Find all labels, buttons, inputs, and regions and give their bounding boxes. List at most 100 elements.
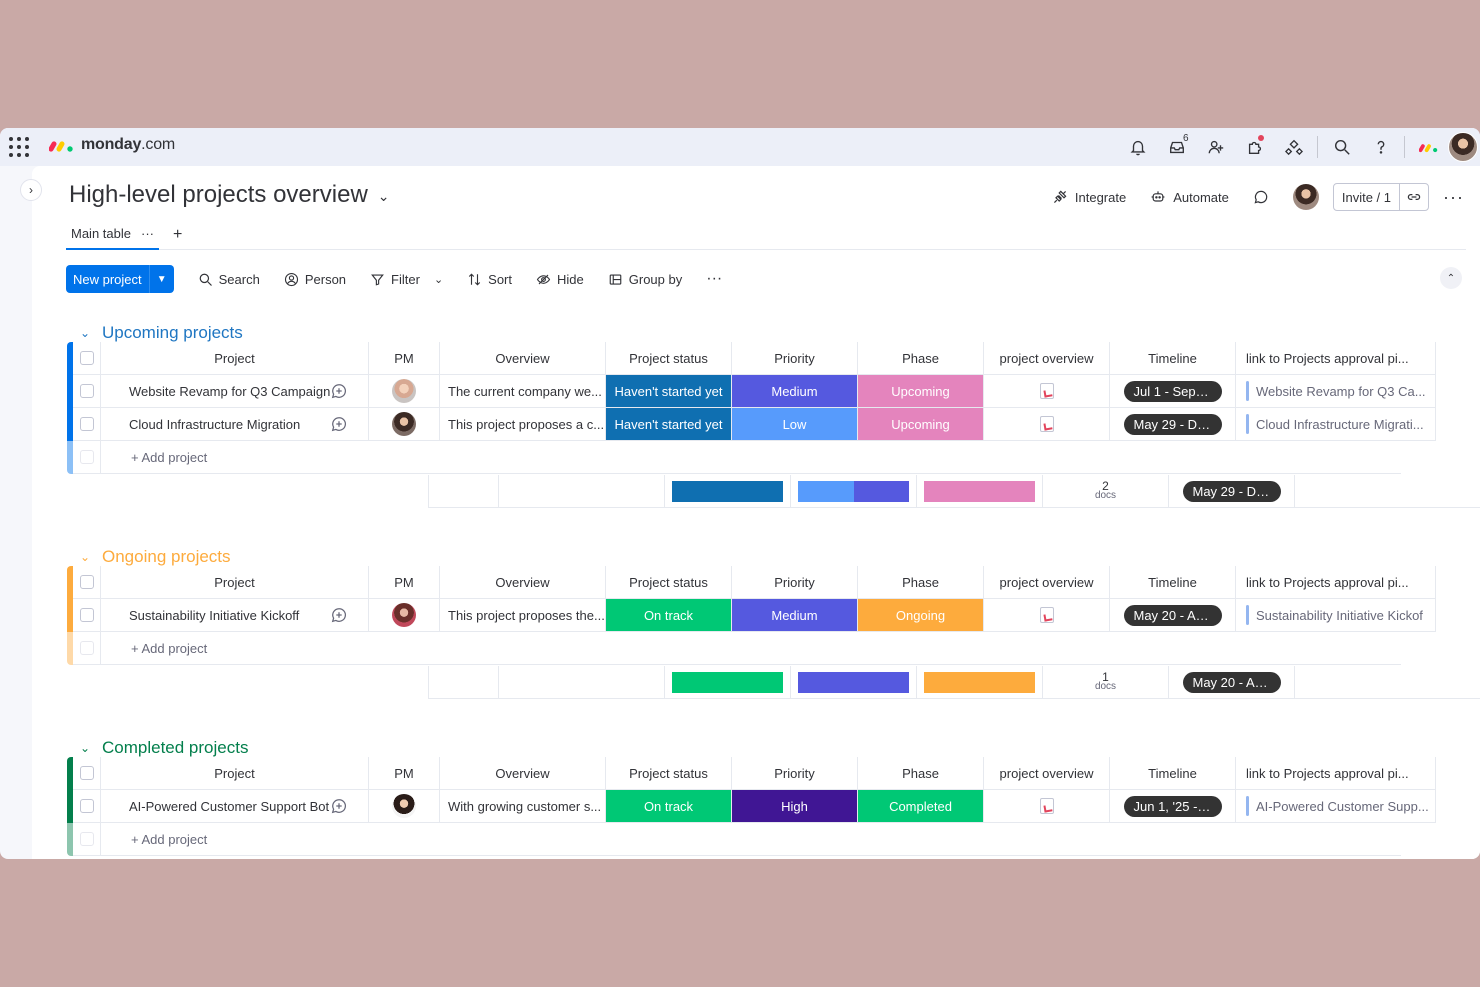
board-member-avatar[interactable] xyxy=(1292,184,1319,210)
doc-cell[interactable] xyxy=(984,408,1110,441)
group-title[interactable]: Upcoming projects xyxy=(102,323,243,342)
link-cell[interactable]: AI-Powered Customer Supp... xyxy=(1236,790,1436,823)
column-header-link[interactable]: link to Projects approval pi... xyxy=(1236,757,1436,790)
summary-priority[interactable] xyxy=(791,666,917,699)
notifications-bell-icon[interactable] xyxy=(1124,133,1152,161)
add-update-icon[interactable] xyxy=(310,790,369,823)
phase-label[interactable]: Completed xyxy=(858,790,984,823)
column-header-link[interactable]: link to Projects approval pi... xyxy=(1236,342,1436,375)
group-title[interactable]: Completed projects xyxy=(102,738,249,757)
summary-timeline[interactable]: May 29 - De... xyxy=(1169,475,1295,508)
linked-item[interactable]: Website Revamp for Q3 Ca... xyxy=(1246,381,1426,401)
column-header-project[interactable]: Project xyxy=(101,342,369,375)
linked-item[interactable]: Sustainability Initiative Kickof xyxy=(1246,605,1423,625)
priority-label[interactable]: Low xyxy=(732,408,858,441)
apps-grid-icon[interactable] xyxy=(9,137,29,157)
add-update-icon[interactable] xyxy=(310,599,369,632)
item-name[interactable]: Sustainability Initiative Kickoff xyxy=(101,599,369,632)
sort-button[interactable]: Sort xyxy=(467,272,512,287)
apps-marketplace-icon[interactable] xyxy=(1241,133,1269,161)
timeline-cell[interactable]: Jul 1 - Sep 15 xyxy=(1110,375,1236,408)
priority-label[interactable]: Medium xyxy=(732,375,858,408)
add-project-input[interactable]: + Add project xyxy=(101,632,1401,665)
linked-item[interactable]: AI-Powered Customer Supp... xyxy=(1246,796,1429,816)
column-header-phase[interactable]: Phase xyxy=(858,757,984,790)
document-icon[interactable] xyxy=(1039,416,1054,432)
timeline-cell[interactable]: May 29 - De... xyxy=(1110,408,1236,441)
status-label[interactable]: Haven't started yet xyxy=(606,375,732,408)
filter-button[interactable]: Filter ⌄ xyxy=(370,272,443,287)
column-header-status[interactable]: Project status xyxy=(606,566,732,599)
summary-phase[interactable] xyxy=(917,666,1043,699)
select-all-checkbox[interactable] xyxy=(73,342,101,375)
timeline-pill[interactable]: Jun 1, '25 - F... xyxy=(1123,795,1222,817)
column-header-phase[interactable]: Phase xyxy=(858,342,984,375)
overview-cell[interactable]: With growing customer s... xyxy=(440,790,606,823)
group-header[interactable]: ⌄ Completed projects xyxy=(80,738,248,758)
pm-avatar[interactable] xyxy=(392,412,416,436)
status-label[interactable]: On track xyxy=(606,599,732,632)
column-header-pm[interactable]: PM xyxy=(369,566,440,599)
tab-main-table[interactable]: Main table ··· xyxy=(66,226,159,250)
timeline-pill[interactable]: May 29 - De... xyxy=(1123,413,1222,435)
help-icon[interactable] xyxy=(1367,133,1395,161)
column-header-priority[interactable]: Priority xyxy=(732,566,858,599)
overview-cell[interactable]: This project proposes a c... xyxy=(440,408,606,441)
link-cell[interactable]: Sustainability Initiative Kickof xyxy=(1236,599,1436,632)
pm-avatar[interactable] xyxy=(392,794,416,818)
link-cell[interactable]: Website Revamp for Q3 Ca... xyxy=(1236,375,1436,408)
new-project-button[interactable]: New project ▼ xyxy=(66,265,174,293)
chevron-down-icon[interactable]: ⌄ xyxy=(377,187,390,204)
invite-members-icon[interactable] xyxy=(1202,133,1230,161)
column-header-pm[interactable]: PM xyxy=(369,757,440,790)
column-header-overview[interactable]: Overview xyxy=(440,566,606,599)
more-options-icon[interactable]: ··· xyxy=(1443,186,1464,207)
column-header-phase[interactable]: Phase xyxy=(858,566,984,599)
column-header-project[interactable]: Project xyxy=(101,566,369,599)
timeline-cell[interactable]: Jun 1, '25 - F... xyxy=(1110,790,1236,823)
updates-comment-icon[interactable] xyxy=(1253,189,1269,205)
column-header-timeline[interactable]: Timeline xyxy=(1110,757,1236,790)
priority-label[interactable]: High xyxy=(732,790,858,823)
column-header-priority[interactable]: Priority xyxy=(732,342,858,375)
toolbar-more-icon[interactable]: ··· xyxy=(706,270,723,287)
hide-button[interactable]: Hide xyxy=(536,272,584,287)
row-checkbox[interactable] xyxy=(73,375,101,408)
inbox-icon[interactable]: 6 xyxy=(1163,133,1191,161)
collapse-header-icon[interactable]: ⌃ xyxy=(1440,267,1462,289)
column-header-timeline[interactable]: Timeline xyxy=(1110,342,1236,375)
summary-priority[interactable] xyxy=(791,475,917,508)
copy-link-icon[interactable] xyxy=(1400,184,1428,210)
phase-label[interactable]: Upcoming xyxy=(858,408,984,441)
add-item-row[interactable]: + Add project xyxy=(67,632,1401,665)
timeline-summary-pill[interactable]: May 20 - Au... xyxy=(1182,671,1281,693)
summary-timeline[interactable]: May 20 - Au... xyxy=(1169,666,1295,699)
row-checkbox[interactable] xyxy=(73,790,101,823)
item-name[interactable]: Cloud Infrastructure Migration xyxy=(101,408,369,441)
sidebar-expand-chevron-icon[interactable]: › xyxy=(20,179,42,201)
priority-summary-bar[interactable] xyxy=(798,671,909,693)
overview-cell[interactable]: The current company we... xyxy=(440,375,606,408)
table-row[interactable]: Website Revamp for Q3 Campaign The curre… xyxy=(67,375,1436,408)
priority-summary-bar[interactable] xyxy=(798,480,909,502)
pm-cell[interactable] xyxy=(369,790,440,823)
timeline-pill[interactable]: Jul 1 - Sep 15 xyxy=(1123,380,1222,402)
status-summary-bar[interactable] xyxy=(672,480,783,502)
document-icon[interactable] xyxy=(1039,383,1054,399)
workspace-logo-icon[interactable] xyxy=(1415,133,1443,161)
phase-label[interactable]: Ongoing xyxy=(858,599,984,632)
column-header-pm[interactable]: PM xyxy=(369,342,440,375)
group-header[interactable]: ⌄ Ongoing projects xyxy=(80,547,231,567)
tab-options-icon[interactable]: ··· xyxy=(140,226,154,241)
link-cell[interactable]: Cloud Infrastructure Migrati... xyxy=(1236,408,1436,441)
add-update-icon[interactable] xyxy=(310,375,369,408)
board-title[interactable]: High-level projects overview ⌄ xyxy=(69,181,390,208)
select-all-checkbox[interactable] xyxy=(73,566,101,599)
chevron-down-icon[interactable]: ▼ xyxy=(156,273,167,285)
group-header[interactable]: ⌄ Upcoming projects xyxy=(80,323,243,343)
overview-cell[interactable]: This project proposes the... xyxy=(440,599,606,632)
add-project-input[interactable]: + Add project xyxy=(101,441,1401,474)
document-icon[interactable] xyxy=(1039,607,1054,623)
column-header-priority[interactable]: Priority xyxy=(732,757,858,790)
column-header-doc[interactable]: project overview xyxy=(984,566,1110,599)
